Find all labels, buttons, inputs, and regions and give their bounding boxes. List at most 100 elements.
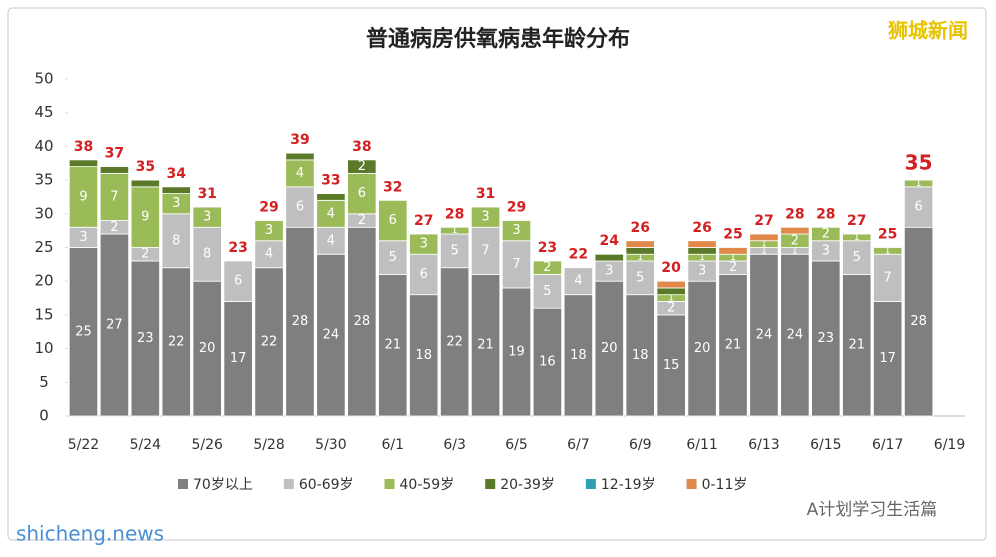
segment-label: 2 [141, 247, 149, 262]
bar-segment [161, 267, 191, 417]
bar-segment [254, 220, 284, 242]
bar-segment [470, 274, 501, 417]
bar-segment [470, 206, 501, 228]
total-label: 27 [414, 213, 433, 229]
watermark: A计划学习生活篇 [807, 500, 938, 520]
bar-segment [501, 240, 532, 289]
segment-label: 5 [450, 243, 458, 258]
bar-segment [873, 253, 903, 302]
segment-label: 22 [168, 334, 185, 349]
total-label: 33 [321, 173, 340, 189]
segment-label: 4 [574, 274, 582, 289]
bar-segment [625, 247, 655, 255]
total-label: 35 [905, 151, 933, 175]
total-label: 32 [383, 179, 402, 195]
legend-label: 12-19岁 [601, 477, 656, 493]
x-tick-label: 5/28 [253, 437, 284, 453]
bar-segment [347, 159, 377, 174]
segment-label: 1 [885, 246, 891, 256]
legend-swatch [485, 479, 496, 489]
segment-label: 27 [106, 318, 123, 333]
bar-segment [409, 253, 439, 296]
bar-segment [68, 159, 99, 168]
x-tick-label: 5/26 [191, 437, 223, 453]
segment-label: 21 [385, 338, 402, 353]
segment-label: 3 [265, 223, 273, 238]
segment-label: 5 [389, 250, 397, 265]
total-label: 38 [74, 139, 93, 155]
segment-label: 2 [667, 301, 675, 316]
x-tick-label: 6/19 [934, 437, 965, 453]
segment-label: 6 [914, 200, 922, 215]
bar-segment [687, 240, 717, 248]
y-tick-label: 0 [39, 407, 49, 425]
y-tick-label: 15 [34, 305, 53, 323]
x-tick-label: 6/13 [748, 437, 779, 453]
y-tick-label: 50 [34, 70, 53, 88]
segment-label: 1 [854, 233, 860, 243]
total-label: 37 [105, 146, 124, 162]
bar-segment [409, 233, 439, 255]
x-tick-label: 5/30 [315, 437, 346, 453]
total-label: 23 [538, 240, 557, 256]
segment-label: 3 [420, 237, 428, 252]
total-label: 27 [754, 213, 773, 229]
segment-label: 9 [141, 210, 149, 225]
segment-label: 3 [172, 196, 180, 211]
bar-segment [749, 233, 779, 242]
bar-segment [749, 253, 779, 417]
x-tick-label: 6/3 [443, 437, 466, 453]
bar-segment [594, 253, 624, 262]
x-tick-label: 6/7 [567, 437, 590, 453]
segment-label: 1 [761, 246, 767, 256]
segment-label: 21 [477, 338, 494, 353]
watermark: 狮城新闻 [888, 19, 968, 43]
segment-label: 5 [543, 284, 551, 299]
total-label: 24 [600, 233, 620, 249]
bar-segment [501, 220, 532, 242]
bar-segment [285, 186, 315, 228]
bar-segment [223, 301, 253, 417]
legend-swatch [178, 479, 188, 489]
x-tick-label: 5/22 [68, 437, 99, 453]
segment-label: 28 [292, 314, 309, 329]
segment-label: 1 [668, 294, 674, 304]
bar-segment [656, 287, 686, 296]
bar-segment [192, 206, 222, 228]
segment-label: 3 [605, 264, 613, 279]
segment-label: 23 [818, 331, 835, 346]
bar-segment [347, 172, 377, 215]
bar-segment [285, 159, 315, 188]
segment-label: 2 [358, 213, 366, 228]
bar-segment [409, 294, 439, 417]
legend-swatch [585, 479, 596, 489]
segment-label: 4 [327, 233, 335, 248]
segment-label: 16 [539, 355, 556, 370]
segment-label: 5 [636, 270, 644, 285]
legend-swatch [686, 479, 697, 489]
legend-label: 20-39岁 [500, 477, 555, 493]
segment-label: 3 [698, 264, 706, 279]
bar-segment [440, 267, 470, 417]
legend-label: 70岁以上 [193, 477, 253, 493]
bar-segment [687, 280, 717, 417]
segment-label: 6 [389, 213, 397, 228]
x-tick-label: 6/9 [629, 437, 652, 453]
total-label: 20 [661, 260, 681, 276]
segment-label: 9 [79, 189, 87, 204]
segment-label: 2 [791, 233, 799, 248]
total-label: 25 [723, 227, 742, 243]
bar-segment [563, 294, 593, 417]
segment-label: 7 [110, 189, 118, 204]
legend-label: 0-11岁 [702, 477, 748, 493]
segment-label: 4 [265, 247, 273, 262]
total-label: 39 [290, 132, 309, 148]
segment-label: 2 [110, 220, 118, 235]
segment-label: 21 [725, 338, 742, 353]
total-label: 34 [167, 166, 187, 182]
chart-title: 普通病房供氧病患年龄分布 [366, 26, 630, 52]
bar-segment [192, 280, 222, 417]
bar-segment [378, 199, 408, 242]
bar-segment [161, 186, 191, 194]
bar-segment [811, 260, 841, 417]
